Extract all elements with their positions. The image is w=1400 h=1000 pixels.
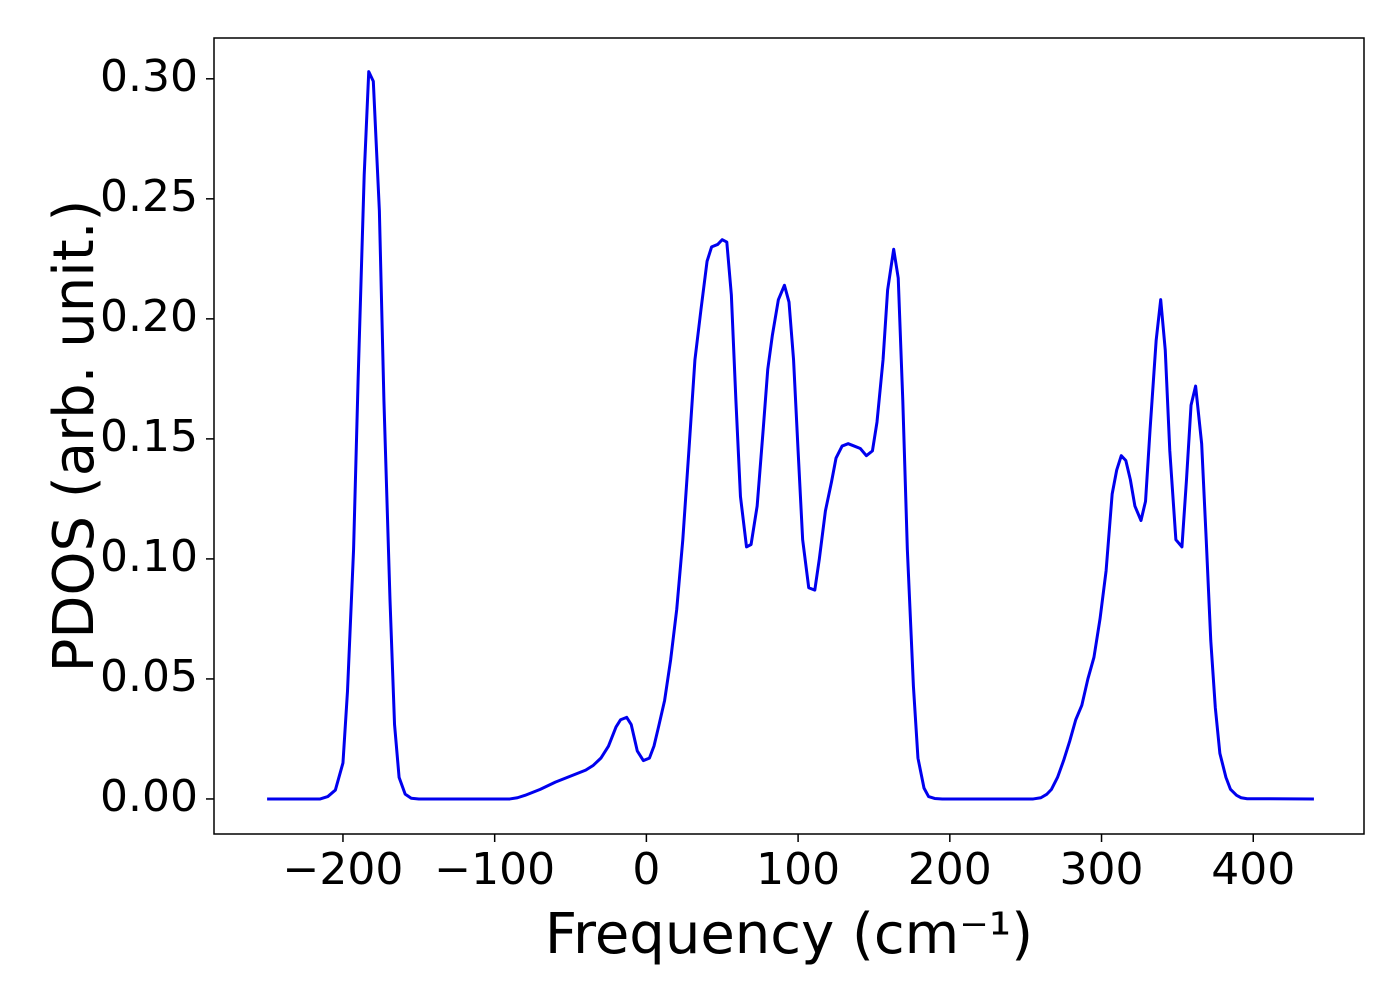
y-tick-label: 0.10 [100,531,198,582]
x-tick-label: 0 [632,844,660,895]
x-tick-label: 200 [908,844,992,895]
line [267,70,1314,801]
x-tick-label: 400 [1211,844,1295,895]
plot-frame [213,37,1365,835]
x-tick-label: 300 [1060,844,1144,895]
y-tick-label: 0.05 [100,651,198,702]
y-tick-label: 0.25 [100,171,198,222]
y-tick-label: 0.20 [100,291,198,342]
y-tick-label: 0.30 [100,51,198,102]
x-tick-label: −100 [434,844,555,895]
y-axis-label: PDOS (arb. unit.) [42,200,107,673]
y-tick-label: 0.15 [100,411,198,462]
x-tick-label: 100 [756,844,840,895]
x-axis-label: Frequency (cm⁻¹) [545,902,1033,967]
x-tick-label: −200 [283,844,404,895]
y-tick-label: 0.00 [100,771,198,822]
